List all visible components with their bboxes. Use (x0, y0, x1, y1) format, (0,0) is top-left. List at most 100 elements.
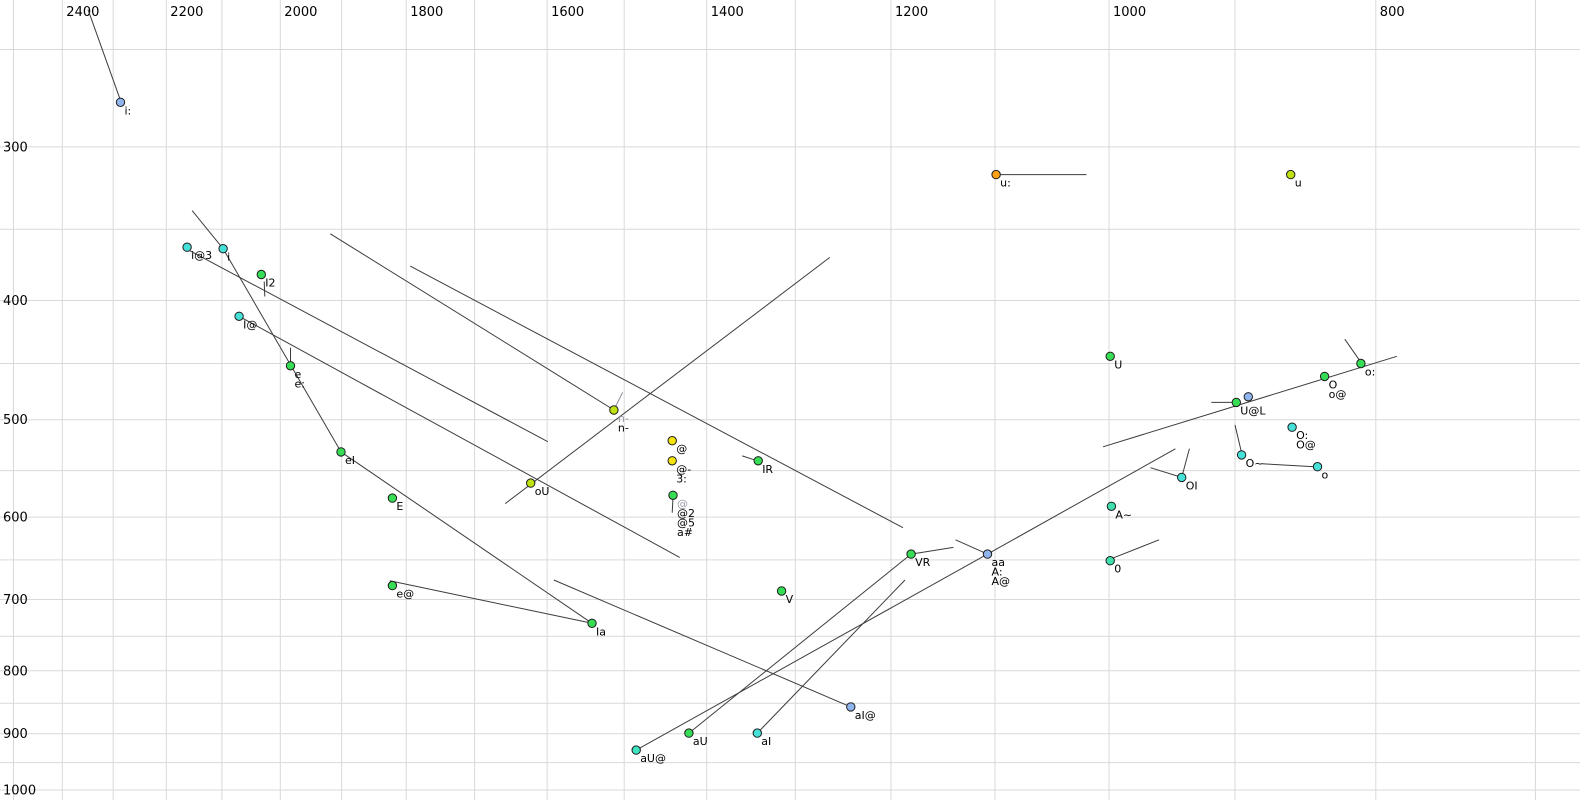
trajectory-line (688, 553, 912, 734)
point-I2: I2 (256, 269, 276, 290)
vowel-label: aU@ (640, 752, 666, 765)
x-tick-label: 1800 (410, 5, 443, 20)
trajectory-line (263, 281, 266, 297)
trajectory-line (756, 579, 906, 734)
point-u: u (1286, 169, 1302, 190)
y-tick-label: 800 (3, 664, 28, 679)
vowel-label: A: (992, 566, 1003, 579)
vowel-label: oU (535, 485, 550, 498)
vowel-marker-icon (631, 745, 641, 755)
vowel-marker-icon (609, 405, 619, 415)
vowel-marker-icon (982, 549, 993, 559)
trajectory-line (504, 257, 831, 504)
vowel-label: aa (992, 556, 1005, 569)
trajectory-line (1234, 424, 1243, 454)
point-aI: aI (752, 728, 771, 748)
vowel-marker-icon (776, 586, 787, 596)
vowel-label: 0 (1114, 563, 1121, 576)
point-O:: O:O@ (1287, 422, 1316, 452)
point-U@L: U@L (1231, 397, 1266, 417)
vowel-marker-icon (906, 549, 916, 559)
trajectory-line (389, 580, 593, 624)
trajectory-line (553, 579, 851, 708)
vowel-marker-icon (1243, 392, 1254, 402)
point-i: i (218, 244, 230, 264)
vowel-label: @ (677, 497, 688, 510)
vowel-label: @2 (677, 507, 695, 520)
vowel-label: n- (618, 412, 629, 425)
point-U: U (1105, 351, 1122, 371)
x-axis-tick-labels: 2400 2200 2000 1800 1600 1400 1200 1000 800 (66, 5, 1404, 20)
trajectory-line (635, 553, 988, 751)
trajectory-line (188, 249, 549, 443)
vowel-label: U (1114, 358, 1122, 371)
point-oU: oU (526, 478, 550, 498)
trajectory-line (911, 546, 954, 555)
vowel-marker-icon (182, 242, 192, 252)
vowel-marker-icon (1236, 450, 1247, 460)
vowel-marker-icon (1177, 472, 1187, 483)
trajectory-lines (87, 9, 1398, 751)
x-tick-label: 2200 (170, 5, 203, 20)
point-n-: n-n- (609, 405, 629, 435)
point-V: V (776, 586, 794, 606)
vowel-label: o: (1365, 366, 1375, 379)
vowel-label: o (1322, 469, 1329, 482)
vowel-marker-icon (336, 447, 346, 457)
point-0: 0 (1105, 556, 1121, 576)
vowel-label: a# (677, 526, 693, 539)
vowel-marker-icon (846, 702, 856, 712)
trajectory-line (409, 265, 904, 529)
vowel-label: u: (1000, 177, 1011, 190)
vowel-label: @5 (677, 516, 695, 529)
vowel-marker-icon (115, 97, 126, 108)
vowel-marker-icon (1105, 351, 1115, 361)
trajectory-line (987, 448, 1176, 555)
vowel-marker-icon (256, 269, 266, 280)
y-tick-label: 900 (3, 727, 28, 742)
y-tick-label: 700 (3, 593, 28, 608)
vowel-marker-icon (234, 311, 244, 321)
vowel-marker-icon (1286, 169, 1296, 180)
point-O: Oo@ (1319, 371, 1347, 401)
vowel-label: e@ (396, 588, 414, 601)
vowel-marker-icon (1356, 358, 1366, 369)
point-o:: o: (1356, 358, 1375, 379)
vowel-marker-icon (667, 456, 677, 466)
vowel-marker-icon (1319, 371, 1330, 382)
point-@: @@2@5a# (668, 490, 695, 539)
y-tick-label: 400 (3, 294, 28, 309)
vowel-label: Ia (596, 625, 606, 638)
vowel-label: 3: (676, 472, 687, 485)
trajectory-line (340, 451, 593, 624)
vowel-marker-icon (1106, 501, 1117, 511)
point-aI@: aI@ (846, 702, 876, 722)
point-e@: e@ (387, 580, 414, 601)
vowel-label: o@ (1329, 388, 1347, 401)
vowel-marker-icon (587, 618, 597, 628)
vowel-label: eI (345, 454, 355, 467)
x-tick-label: 1400 (711, 5, 744, 20)
trajectory-line (330, 233, 615, 411)
point-unlabeled (1243, 392, 1254, 402)
vowel-marker-icon (684, 728, 694, 738)
vowel-marker-icon (387, 580, 398, 591)
vowel-marker-icon (1287, 422, 1297, 432)
y-tick-label: 300 (3, 140, 28, 155)
point-o: o (1312, 462, 1329, 482)
point-u:: u: (991, 169, 1011, 190)
vowel-label: n- (618, 422, 629, 435)
x-tick-label: 2400 (66, 5, 99, 20)
point-VR: VR (906, 549, 931, 569)
vowel-marker-icon (991, 169, 1001, 180)
point-Ia: Ia (587, 618, 606, 638)
x-tick-label: 2000 (284, 5, 317, 20)
vowel-label: A@ (992, 575, 1011, 588)
point-aU@: aU@ (631, 745, 666, 765)
vowel-marker-icon (752, 728, 762, 738)
vowel-label: OI (1186, 479, 1198, 492)
vowel-label: @- (676, 463, 691, 476)
vowel-marker-icon (218, 244, 228, 254)
vowel-marker-icon (753, 456, 763, 466)
point-O~: O~ (1236, 450, 1263, 470)
